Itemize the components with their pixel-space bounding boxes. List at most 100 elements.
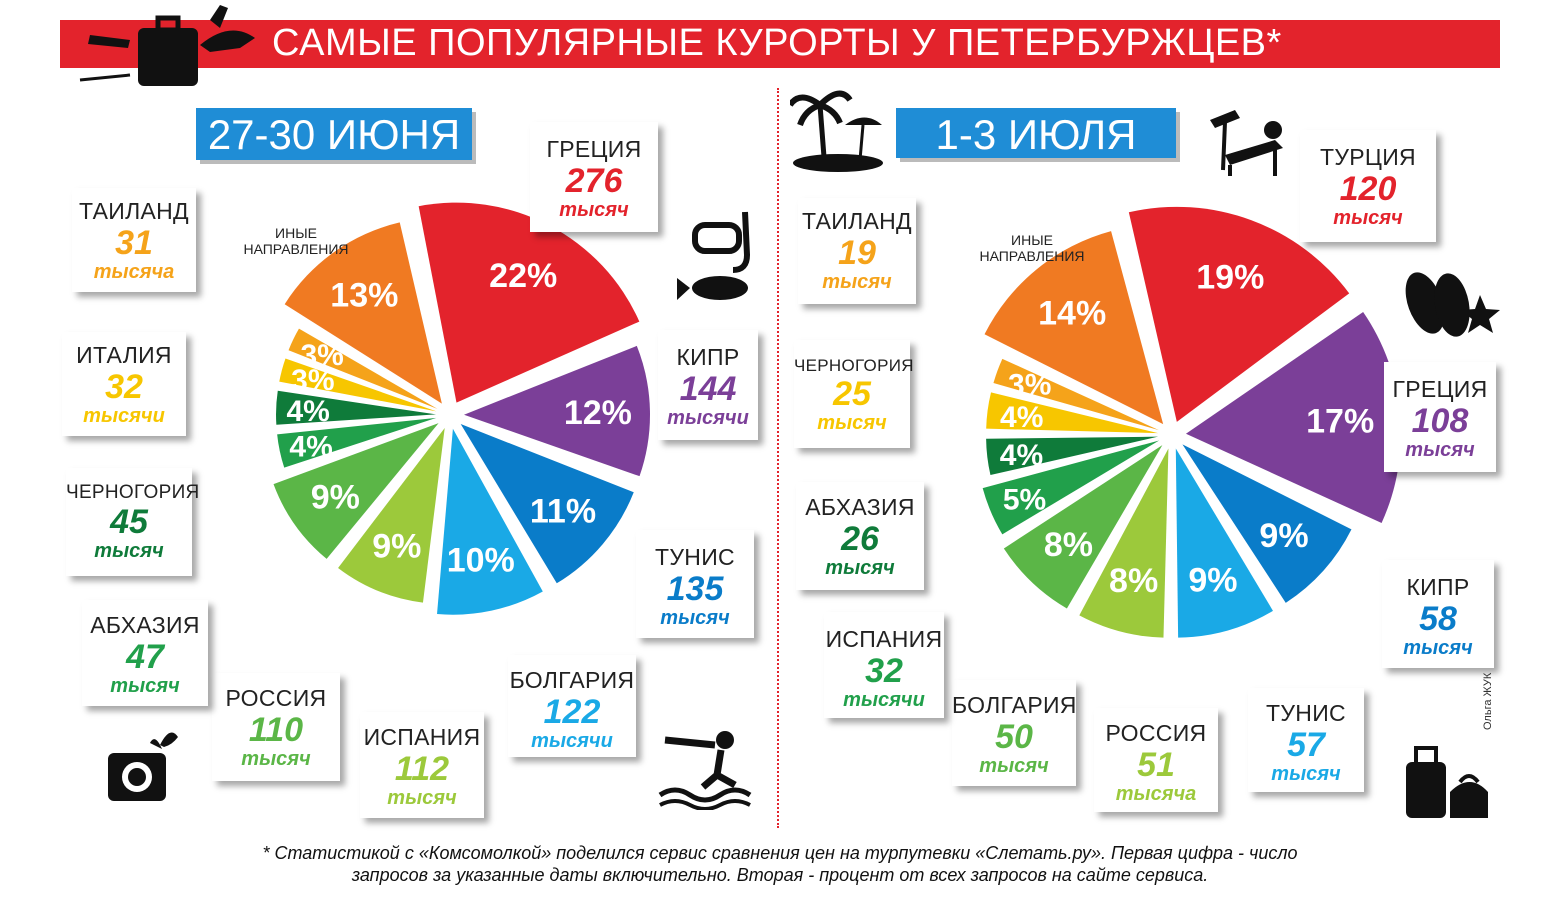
label-name: РОССИЯ	[1105, 720, 1207, 746]
label-name: КИПР	[676, 344, 740, 370]
pie-slice-right-0	[1128, 206, 1350, 422]
label-value: 110	[248, 711, 304, 749]
label-name: ИСПАНИЯ	[825, 626, 943, 652]
label-unit: тысяч	[110, 675, 180, 697]
pie-percent-label: 19%	[1196, 259, 1264, 297]
label-right-montenegro: ЧЕРНОГОРИЯ 25 тысяч	[794, 340, 914, 448]
suitcase-plane-icon	[79, 5, 255, 86]
pie-slice-left-8	[279, 358, 437, 412]
flip-flops-starfish-icon	[1405, 272, 1500, 337]
label-left-montenegro: ЧЕРНОГОРИЯ 45 тысяч	[66, 468, 200, 576]
pie-percent-label: 13%	[330, 276, 398, 314]
label-name: ГРЕЦИЯ	[1392, 376, 1488, 402]
label-left-italy: ИТАЛИЯ 32 тысячи	[62, 332, 186, 436]
pie-slice-left-9	[288, 328, 438, 409]
pie-percent-label: 3%	[300, 339, 343, 372]
label-name: ЧЕРНОГОРИЯ	[66, 482, 200, 503]
label-value: 108	[1411, 402, 1469, 440]
camera-butterfly-icon	[108, 732, 178, 801]
label-value: 276	[565, 162, 623, 200]
label-right-thailand: ТАИЛАНД 19 тысяч	[798, 198, 916, 304]
snorkel-fish-icon	[677, 211, 751, 300]
label-value: 58	[1419, 600, 1457, 638]
label-value: 32	[865, 652, 903, 690]
pie-slice-right-10	[984, 231, 1164, 425]
label-unit: тысяча	[1115, 783, 1197, 805]
sunbed-icon	[1210, 110, 1283, 176]
label-unit: тысячи	[843, 689, 925, 711]
label-unit: тысяч	[559, 199, 629, 221]
label-left-bulgaria: БОЛГАРИЯ 122 тысячи	[508, 655, 636, 757]
pie-slice-right-4	[1079, 448, 1169, 638]
pie-percent-label: 9%	[1259, 517, 1308, 555]
pie-percent-label: 4%	[1000, 401, 1043, 434]
label-unit: тысяч	[825, 557, 895, 579]
label-unit: тысячи	[531, 730, 613, 752]
label-left-spain: ИСПАНИЯ 112 тысяч	[360, 712, 484, 818]
label-value: 51	[1137, 746, 1175, 784]
label-name: КИПР	[1406, 574, 1470, 600]
other-destinations-note-right: ИНЫЕ НАПРАВЛЕНИЯ	[972, 232, 1092, 264]
label-name: ГРЕЦИЯ	[546, 136, 642, 162]
label-unit: тысяч	[822, 271, 892, 293]
label-value: 144	[679, 370, 737, 408]
title-banner	[60, 20, 1500, 68]
pie-slice-left-6	[277, 417, 437, 468]
label-unit: тысяча	[93, 261, 175, 283]
pie-slice-left-2	[460, 424, 634, 584]
label-value: 32	[105, 368, 143, 406]
other-destinations-note-left: ИНЫЕ НАПРАВЛЕНИЯ	[236, 225, 356, 257]
label-name: ТАИЛАНД	[802, 208, 912, 234]
pie-percent-label: 14%	[1038, 295, 1106, 333]
label-value: 47	[126, 638, 164, 676]
label-value: 112	[394, 750, 450, 788]
label-right-tunisia: ТУНИС 57 тысяч	[1248, 688, 1364, 792]
label-left-abkhazia: АБХАЗИЯ 47 тысяч	[82, 600, 208, 706]
label-unit: тысяч	[94, 540, 164, 562]
pie-slice-right-3	[1175, 448, 1273, 638]
pie-percent-label: 8%	[1109, 562, 1158, 600]
label-name: ТУРЦИЯ	[1320, 144, 1416, 170]
pie-percent-label: 3%	[291, 364, 334, 397]
label-unit: тысячи	[667, 407, 749, 429]
label-unit: тысяч	[660, 607, 730, 629]
pie-slice-left-0	[418, 202, 640, 403]
label-value: 122	[543, 693, 601, 731]
author-credit: Ольга ЖУК	[1482, 672, 1494, 730]
label-name: БОЛГАРИЯ	[509, 667, 635, 693]
pie-percent-label: 5%	[1003, 484, 1046, 517]
pie-slice-right-2	[1182, 444, 1352, 603]
label-right-spain: ИСПАНИЯ 32 тысячи	[824, 612, 944, 718]
label-right-bulgaria: БОЛГАРИЯ 50 тысяч	[952, 680, 1076, 786]
label-right-russia: РОССИЯ 51 тысяча	[1094, 708, 1218, 812]
pie-slice-left-3	[437, 428, 543, 615]
pie-percent-label: 9%	[372, 527, 421, 565]
label-value: 57	[1287, 726, 1325, 764]
water-ski-icon	[658, 731, 752, 810]
pie-percent-label: 10%	[447, 542, 515, 580]
label-right-abkhazia: АБХАЗИЯ 26 тысяч	[796, 482, 924, 590]
label-unit: тысяч	[1405, 439, 1475, 461]
label-value: 135	[666, 570, 724, 608]
label-unit: тысяч	[387, 787, 457, 809]
label-name: РОССИЯ	[225, 685, 327, 711]
pie-slice-right-9	[993, 358, 1159, 431]
label-name: ЧЕРНОГОРИЯ	[794, 356, 914, 375]
label-name: АБХАЗИЯ	[90, 612, 200, 638]
label-value: 26	[841, 520, 879, 558]
label-unit: тысяч	[979, 755, 1049, 777]
page-title: САМЫЕ ПОПУЛЯРНЫЕ КУРОРТЫ У ПЕТЕРБУРЖЦЕВ*	[272, 22, 1282, 64]
label-name: БОЛГАРИЯ	[952, 692, 1077, 718]
pie-percent-label: 12%	[564, 394, 632, 432]
label-value: 31	[115, 224, 153, 262]
label-right-cyprus: КИПР 58 тысяч	[1382, 560, 1494, 668]
label-unit: тысяч	[241, 748, 311, 770]
label-unit: тысячи	[83, 405, 165, 427]
label-unit: тысяч	[817, 412, 887, 434]
pie-slice-right-6	[982, 440, 1160, 535]
label-left-greece: ГРЕЦИЯ 276 тысяч	[530, 122, 658, 232]
other-note-text: ИНЫЕ НАПРАВЛЕНИЯ	[979, 232, 1085, 264]
pie-percent-label: 9%	[311, 479, 360, 517]
label-left-cyprus: КИПР 144 тысячи	[658, 330, 758, 440]
